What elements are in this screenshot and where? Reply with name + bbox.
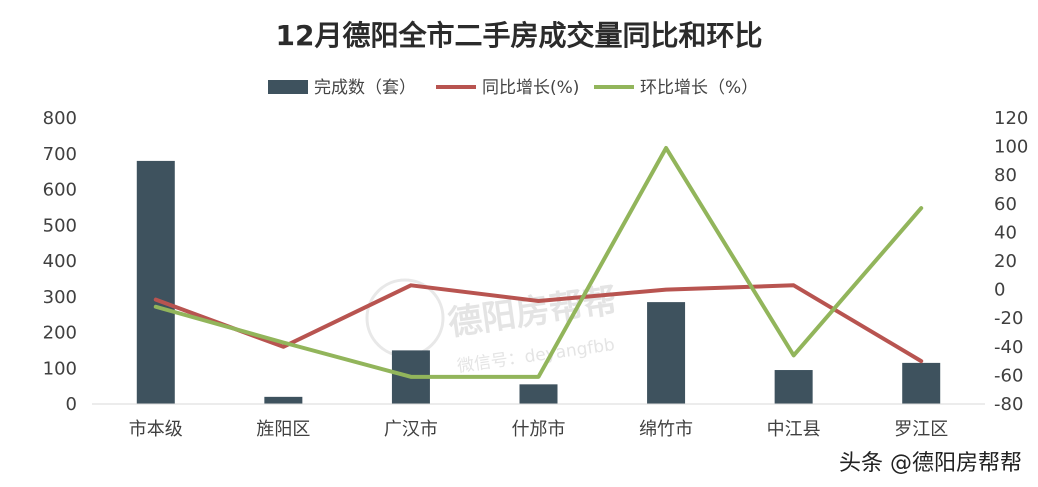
right-tick-label: 120 [994,108,1028,129]
left-tick-label: 700 [43,144,77,165]
left-tick-label: 400 [43,251,77,272]
bar [902,362,941,404]
bar [264,396,303,404]
category-label: 旌阳区 [256,419,310,440]
left-tick-label: 200 [43,323,77,344]
left-axis: 0 100 200 300 400 500 600 700 800 [43,108,77,415]
right-tick-label: -60 [994,365,1023,386]
left-tick-label: 800 [43,108,77,129]
right-tick-label: -40 [994,337,1023,358]
watermark-logo [365,278,445,358]
left-tick-label: 0 [66,394,77,415]
right-tick-label: 40 [994,222,1017,243]
category-label: 中江县 [767,419,821,440]
category-label: 什邡市 [512,419,566,440]
legend-label-bars: 完成数（套） [314,78,416,98]
x-axis: 市本级 旌阳区 广汉市 什邡市 绵竹市 中江县 罗江区 [129,419,948,440]
left-tick-label: 600 [43,180,77,201]
left-tick-label: 500 [43,215,77,236]
chart-title: 12月德阳全市二手房成交量同比和环比 [276,19,763,52]
bar [136,160,175,404]
category-label: 罗江区 [894,419,948,440]
legend-label-yoy: 同比增长(%) [482,78,579,98]
category-label: 市本级 [129,419,183,440]
legend-label-mom: 环比增长（%） [640,78,758,98]
yoy-growth-line [153,283,924,364]
right-tick-label: 60 [994,194,1017,215]
right-tick-label: -80 [994,394,1023,415]
category-label: 广汉市 [384,419,438,440]
bar [647,302,686,404]
credit-text: 头条 @德阳房帮帮 [839,451,1022,476]
right-axis: -80 -60 -40 -20 0 20 40 60 80 100 120 [994,108,1028,415]
line-series [153,146,924,379]
right-tick-label: -20 [994,308,1023,329]
legend: 完成数（套） 同比增长(%) 环比增长（%） [268,78,758,98]
watermark-wechat: 微信号：deyangfbb [456,335,616,377]
bar [519,384,558,404]
legend-swatch-bars [268,80,308,94]
watermark-name: 德阳房帮帮 [446,281,620,344]
right-tick-label: 20 [994,251,1017,272]
left-tick-label: 100 [43,358,77,379]
right-tick-label: 80 [994,165,1017,186]
bar [774,370,813,404]
right-tick-label: 100 [994,137,1028,158]
mom-growth-line [153,146,924,379]
left-tick-label: 300 [43,287,77,308]
bar-series [136,160,941,404]
category-label: 绵竹市 [639,419,693,440]
right-tick-label: 0 [994,280,1005,301]
